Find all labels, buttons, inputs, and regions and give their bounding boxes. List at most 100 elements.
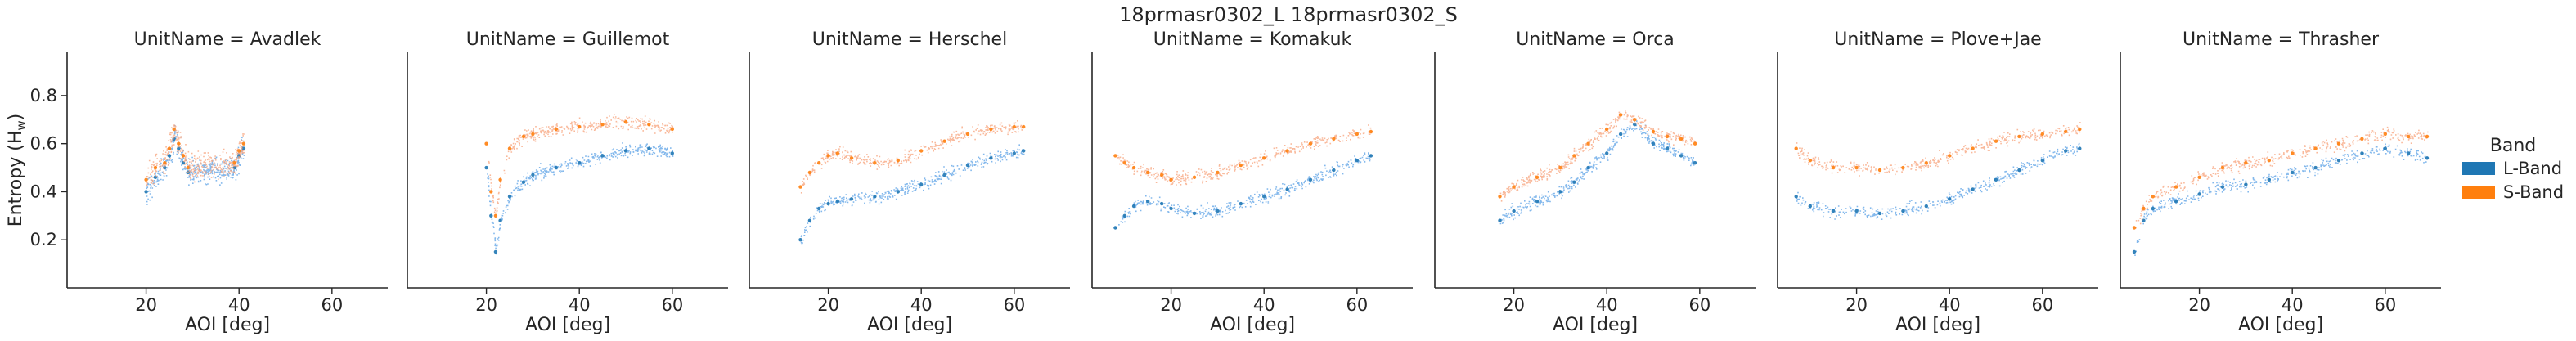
data-point-l-band	[873, 195, 877, 199]
data-point-s-band	[835, 151, 840, 155]
data-point-s-band	[186, 165, 190, 170]
data-point-l-band	[1122, 213, 1127, 218]
scatter-cloud-l-band	[800, 144, 1025, 245]
data-point-l-band	[623, 149, 628, 153]
data-point-l-band	[989, 156, 993, 160]
data-point-s-band	[1971, 146, 1975, 150]
data-point-l-band	[521, 180, 526, 184]
data-point-l-band	[2291, 170, 2295, 175]
panel-title: UnitName = Komakuk	[1153, 29, 1352, 50]
data-point-s-band	[1146, 170, 1150, 175]
data-point-l-band	[1498, 218, 1502, 222]
data-point-l-band	[1586, 165, 1590, 170]
data-point-l-band	[1216, 209, 1220, 213]
data-point-l-band	[849, 197, 854, 201]
data-point-s-band	[1308, 141, 1313, 146]
data-point-l-band	[1971, 187, 1975, 191]
data-point-s-band	[1948, 154, 1952, 158]
data-point-s-band	[1498, 195, 1502, 199]
data-point-l-band	[531, 173, 535, 177]
data-point-s-band	[153, 165, 158, 170]
x-tick-label: 60	[1346, 295, 1368, 315]
data-point-l-band	[2174, 200, 2178, 204]
data-point-s-band	[798, 185, 802, 189]
data-point-s-band	[177, 141, 181, 146]
data-point-l-band	[1169, 206, 1173, 211]
data-point-l-band	[1113, 226, 1117, 230]
data-point-l-band	[1192, 211, 1197, 216]
data-point-s-band	[942, 139, 946, 143]
data-point-s-band	[1619, 113, 1623, 117]
data-point-l-band	[1012, 151, 1017, 155]
data-point-l-band	[1693, 161, 1697, 165]
data-point-s-band	[1192, 175, 1197, 179]
data-point-l-band	[1285, 187, 1289, 191]
data-point-s-band	[554, 127, 558, 132]
data-point-s-band	[1854, 165, 1859, 170]
panel-title: UnitName = Orca	[1516, 29, 1675, 50]
data-point-s-band	[237, 149, 241, 153]
data-point-s-band	[1131, 165, 1136, 170]
data-point-s-band	[2197, 175, 2201, 179]
data-point-l-band	[1832, 209, 1836, 213]
scatter-cloud-s-band	[1117, 124, 1373, 186]
data-point-l-band	[1651, 141, 1656, 146]
data-point-s-band	[1605, 127, 1609, 132]
data-point-s-band	[489, 190, 493, 194]
data-point-l-band	[1160, 201, 1164, 206]
data-point-l-band	[2383, 146, 2387, 150]
data-point-s-band	[1633, 118, 1637, 122]
data-point-l-band	[1619, 132, 1623, 137]
data-point-s-band	[2040, 132, 2044, 137]
x-tick-label: 60	[1688, 295, 1711, 315]
data-point-s-band	[1877, 168, 1882, 173]
data-point-s-band	[2425, 134, 2430, 139]
data-point-l-band	[1535, 200, 1540, 204]
data-point-s-band	[2383, 132, 2387, 137]
x-axis-label: AOI [deg]	[1895, 315, 1980, 335]
data-point-s-band	[507, 146, 512, 150]
data-point-s-band	[1586, 141, 1590, 146]
data-point-s-band	[484, 141, 488, 146]
y-tick-label: 0.4	[30, 182, 57, 201]
data-point-s-band	[1558, 165, 1562, 170]
x-tick-label: 40	[228, 295, 250, 315]
data-point-l-band	[1022, 149, 1026, 153]
panel-title: UnitName = Plove+Jae	[1834, 29, 2041, 50]
x-axis-label: AOI [deg]	[1553, 315, 1638, 335]
data-point-s-band	[1369, 129, 1373, 134]
data-point-l-band	[835, 200, 840, 204]
data-point-s-band	[1665, 134, 1670, 139]
data-point-l-band	[1262, 195, 1266, 199]
figure-suptitle: 18prmasr0302_L 18prmasr0302_S	[1119, 3, 1458, 26]
data-point-l-band	[826, 201, 830, 206]
x-tick-label: 40	[910, 295, 933, 315]
panel-title: UnitName = Avadlek	[134, 29, 321, 50]
data-point-s-band	[1169, 177, 1173, 182]
data-point-s-band	[2151, 195, 2155, 199]
data-point-s-band	[2220, 165, 2225, 170]
data-point-s-band	[873, 161, 877, 165]
data-point-l-band	[670, 151, 674, 155]
data-point-s-band	[1994, 139, 1998, 143]
data-point-s-band	[1651, 129, 1656, 134]
data-point-s-band	[600, 123, 605, 127]
data-point-l-band	[807, 218, 812, 222]
x-tick-label: 20	[1845, 295, 1868, 315]
data-point-l-band	[647, 146, 651, 150]
data-point-s-band	[2360, 137, 2364, 141]
data-point-l-band	[1901, 209, 1905, 213]
data-point-l-band	[965, 163, 970, 168]
data-point-l-band	[896, 190, 901, 194]
data-point-l-band	[1239, 201, 1243, 206]
x-tick-label: 40	[569, 295, 591, 315]
data-point-s-band	[1901, 165, 1905, 170]
data-point-s-band	[531, 132, 535, 137]
data-point-l-band	[1355, 159, 1360, 163]
data-point-l-band	[2267, 177, 2271, 182]
data-point-s-band	[1160, 173, 1164, 177]
scatter-cloud-s-band	[1499, 110, 1697, 202]
data-point-s-band	[670, 127, 674, 132]
data-point-s-band	[1022, 124, 1026, 129]
data-point-s-band	[1572, 154, 1576, 158]
